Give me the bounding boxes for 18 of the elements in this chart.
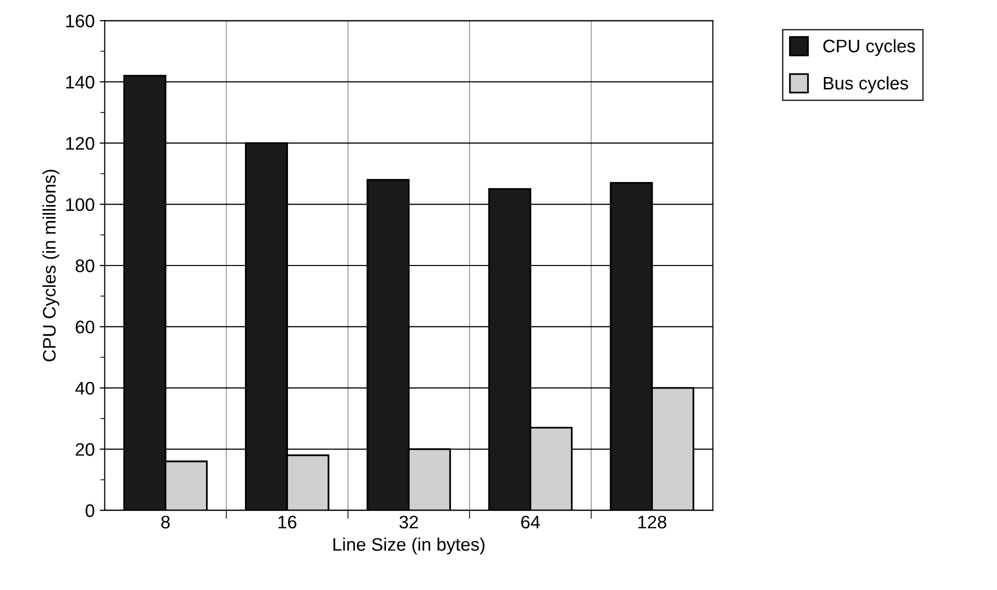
x-tick-label: 64 bbox=[521, 516, 540, 528]
y-tick-label: 40 bbox=[75, 382, 94, 395]
y-tick-label: 120 bbox=[66, 137, 94, 150]
x-tick-label: 32 bbox=[399, 516, 418, 528]
y-tick-label: 160 bbox=[66, 14, 94, 28]
y-tick-label: 60 bbox=[76, 320, 94, 334]
legend-label: CPU cycles bbox=[823, 39, 916, 56]
x-tick-label: 16 bbox=[278, 516, 296, 528]
x-tick-label: 8 bbox=[161, 516, 170, 528]
y-tick-label: 80 bbox=[76, 259, 94, 272]
y-tick-label: 20 bbox=[76, 443, 94, 456]
y-axis-title: CPU Cycles (in millions) bbox=[42, 170, 60, 362]
x-tick-label: 128 bbox=[638, 516, 666, 528]
legend-label: Bus cycles bbox=[824, 76, 908, 94]
x-axis-title: Line Size (in bytes) bbox=[333, 538, 484, 554]
y-tick-label: 100 bbox=[66, 198, 94, 212]
y-tick-label: 0 bbox=[86, 504, 94, 518]
y-tick-label: 140 bbox=[66, 76, 94, 89]
